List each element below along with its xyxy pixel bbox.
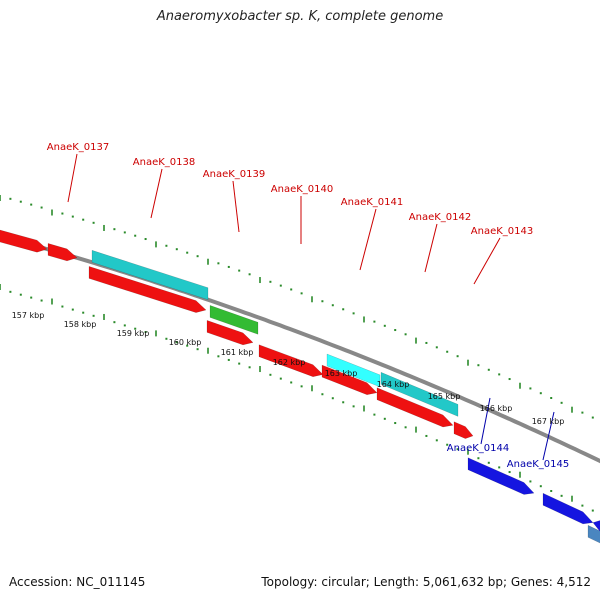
cds-red-feature[interactable] <box>47 243 78 262</box>
cds-steel-feature[interactable] <box>587 524 600 549</box>
kbp-label: 158 kbp <box>64 320 97 329</box>
gene-label: AnaeK_0140 <box>271 184 333 195</box>
kbp-label: 167 kbp <box>532 417 565 426</box>
gene-label: AnaeK_0143 <box>471 226 533 237</box>
map-title: Anaeromyxobacter sp. K, complete genome <box>156 9 444 24</box>
gene-leader-line <box>359 208 377 271</box>
gene-leader-line <box>67 153 78 203</box>
cds-cyan-feature[interactable] <box>326 353 381 388</box>
feature-track[interactable] <box>0 227 600 549</box>
gene-labels: AnaeK_0137 AnaeK_0138 AnaeK_0139 AnaeK_0140… <box>47 142 569 470</box>
accession-text: Accession: NC_011145 <box>9 575 146 589</box>
kbp-scale-labels: 157 kbp 158 kbp 159 kbp 160 kbp 161 kbp 162 k… <box>12 311 565 426</box>
cds-red-feature[interactable] <box>453 421 474 439</box>
gene-label: AnaeK_0144 <box>447 443 509 454</box>
cds-blue-feature[interactable] <box>467 457 535 495</box>
cds-blue-feature[interactable] <box>592 520 600 538</box>
kbp-label: 161 kbp <box>221 348 254 357</box>
gene-leader-line <box>542 411 555 461</box>
cds-red-feature[interactable] <box>206 320 254 346</box>
gene-label: AnaeK_0138 <box>133 157 195 168</box>
outer-tick-ring <box>0 195 594 419</box>
gene-label: AnaeK_0141 <box>341 197 403 208</box>
kbp-label: 163 kbp <box>325 369 358 378</box>
gene-label: AnaeK_0139 <box>203 169 265 180</box>
cds-cyan-feature[interactable] <box>91 249 209 301</box>
cds-green-feature[interactable] <box>209 305 259 335</box>
gene-leader-line <box>480 397 491 445</box>
kbp-label: 157 kbp <box>12 311 45 320</box>
cds-blue-feature[interactable] <box>542 492 594 525</box>
inner-tick-ring <box>0 284 594 512</box>
gene-label: AnaeK_0137 <box>47 142 109 153</box>
kbp-label: 164 kbp <box>377 380 410 389</box>
gene-leader-line <box>150 168 163 219</box>
gene-leader-line <box>424 223 438 273</box>
cds-cyan-feature[interactable] <box>380 371 459 417</box>
kbp-label: 160 kbp <box>169 338 202 347</box>
cds-red-feature[interactable] <box>88 266 207 313</box>
kbp-label: 165 kbp <box>428 392 461 401</box>
cds-red-feature[interactable] <box>321 364 378 395</box>
kbp-label: 162 kbp <box>273 358 306 367</box>
kbp-label: 159 kbp <box>117 329 150 338</box>
cds-red-feature[interactable] <box>258 344 324 377</box>
gene-leader-line <box>473 237 501 285</box>
kbp-label: 166 kbp <box>480 404 513 413</box>
gene-label: AnaeK_0142 <box>409 212 471 223</box>
cds-red-feature[interactable] <box>0 227 48 253</box>
gene-leader-line <box>232 180 240 233</box>
gene-label: AnaeK_0145 <box>507 459 569 470</box>
cds-red-feature[interactable] <box>376 387 454 428</box>
genome-summary-text: Topology: circular; Length: 5,061,632 bp… <box>261 575 591 589</box>
